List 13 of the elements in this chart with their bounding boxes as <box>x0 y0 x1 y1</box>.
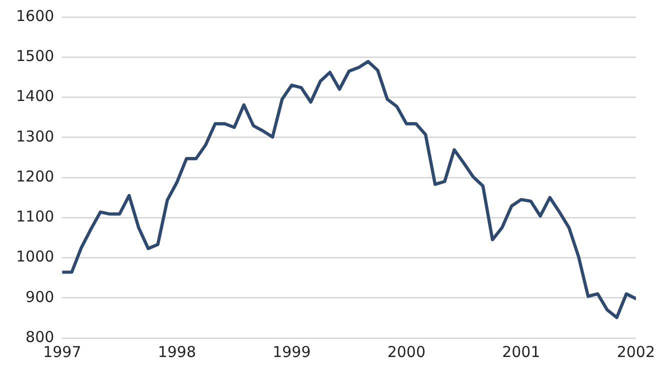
x-tick-label: 2000 <box>387 342 426 361</box>
y-tick-label: 1200 <box>16 167 54 186</box>
y-tick-label: 1000 <box>16 248 54 266</box>
x-tick-label: 2001 <box>502 342 540 361</box>
x-tick-label: 1999 <box>272 342 311 361</box>
x-tick-label: 1998 <box>158 342 196 361</box>
y-tick-label: 1300 <box>16 127 54 146</box>
y-tick-label: 1500 <box>16 47 54 66</box>
x-tick-label: 2002 <box>616 342 656 361</box>
y-tick-label: 1400 <box>16 87 54 106</box>
y-tick-label: 900 <box>26 288 54 306</box>
y-tick-label: 1600 <box>16 6 54 25</box>
y-tick-label: 1100 <box>16 208 54 226</box>
